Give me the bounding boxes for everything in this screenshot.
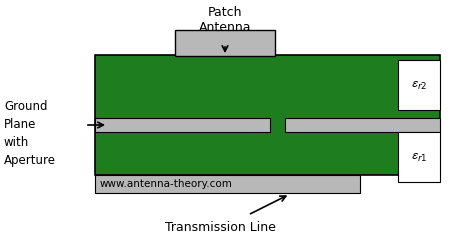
Bar: [398, 132, 440, 182]
Text: www.antenna-theory.com: www.antenna-theory.com: [100, 179, 233, 189]
Bar: [175, 30, 275, 56]
Bar: [95, 55, 440, 175]
Text: Ground
Plane
with
Aperture: Ground Plane with Aperture: [4, 100, 56, 167]
Bar: [285, 118, 440, 132]
Text: $\mathcal{\varepsilon}_{r2}$: $\mathcal{\varepsilon}_{r2}$: [411, 78, 427, 91]
Bar: [95, 118, 270, 132]
Text: Patch
Antenna: Patch Antenna: [199, 6, 251, 34]
Text: $\mathcal{\varepsilon}_{r1}$: $\mathcal{\varepsilon}_{r1}$: [411, 150, 427, 164]
Bar: [95, 175, 360, 193]
Bar: [398, 60, 440, 110]
Text: Transmission Line: Transmission Line: [165, 221, 276, 234]
